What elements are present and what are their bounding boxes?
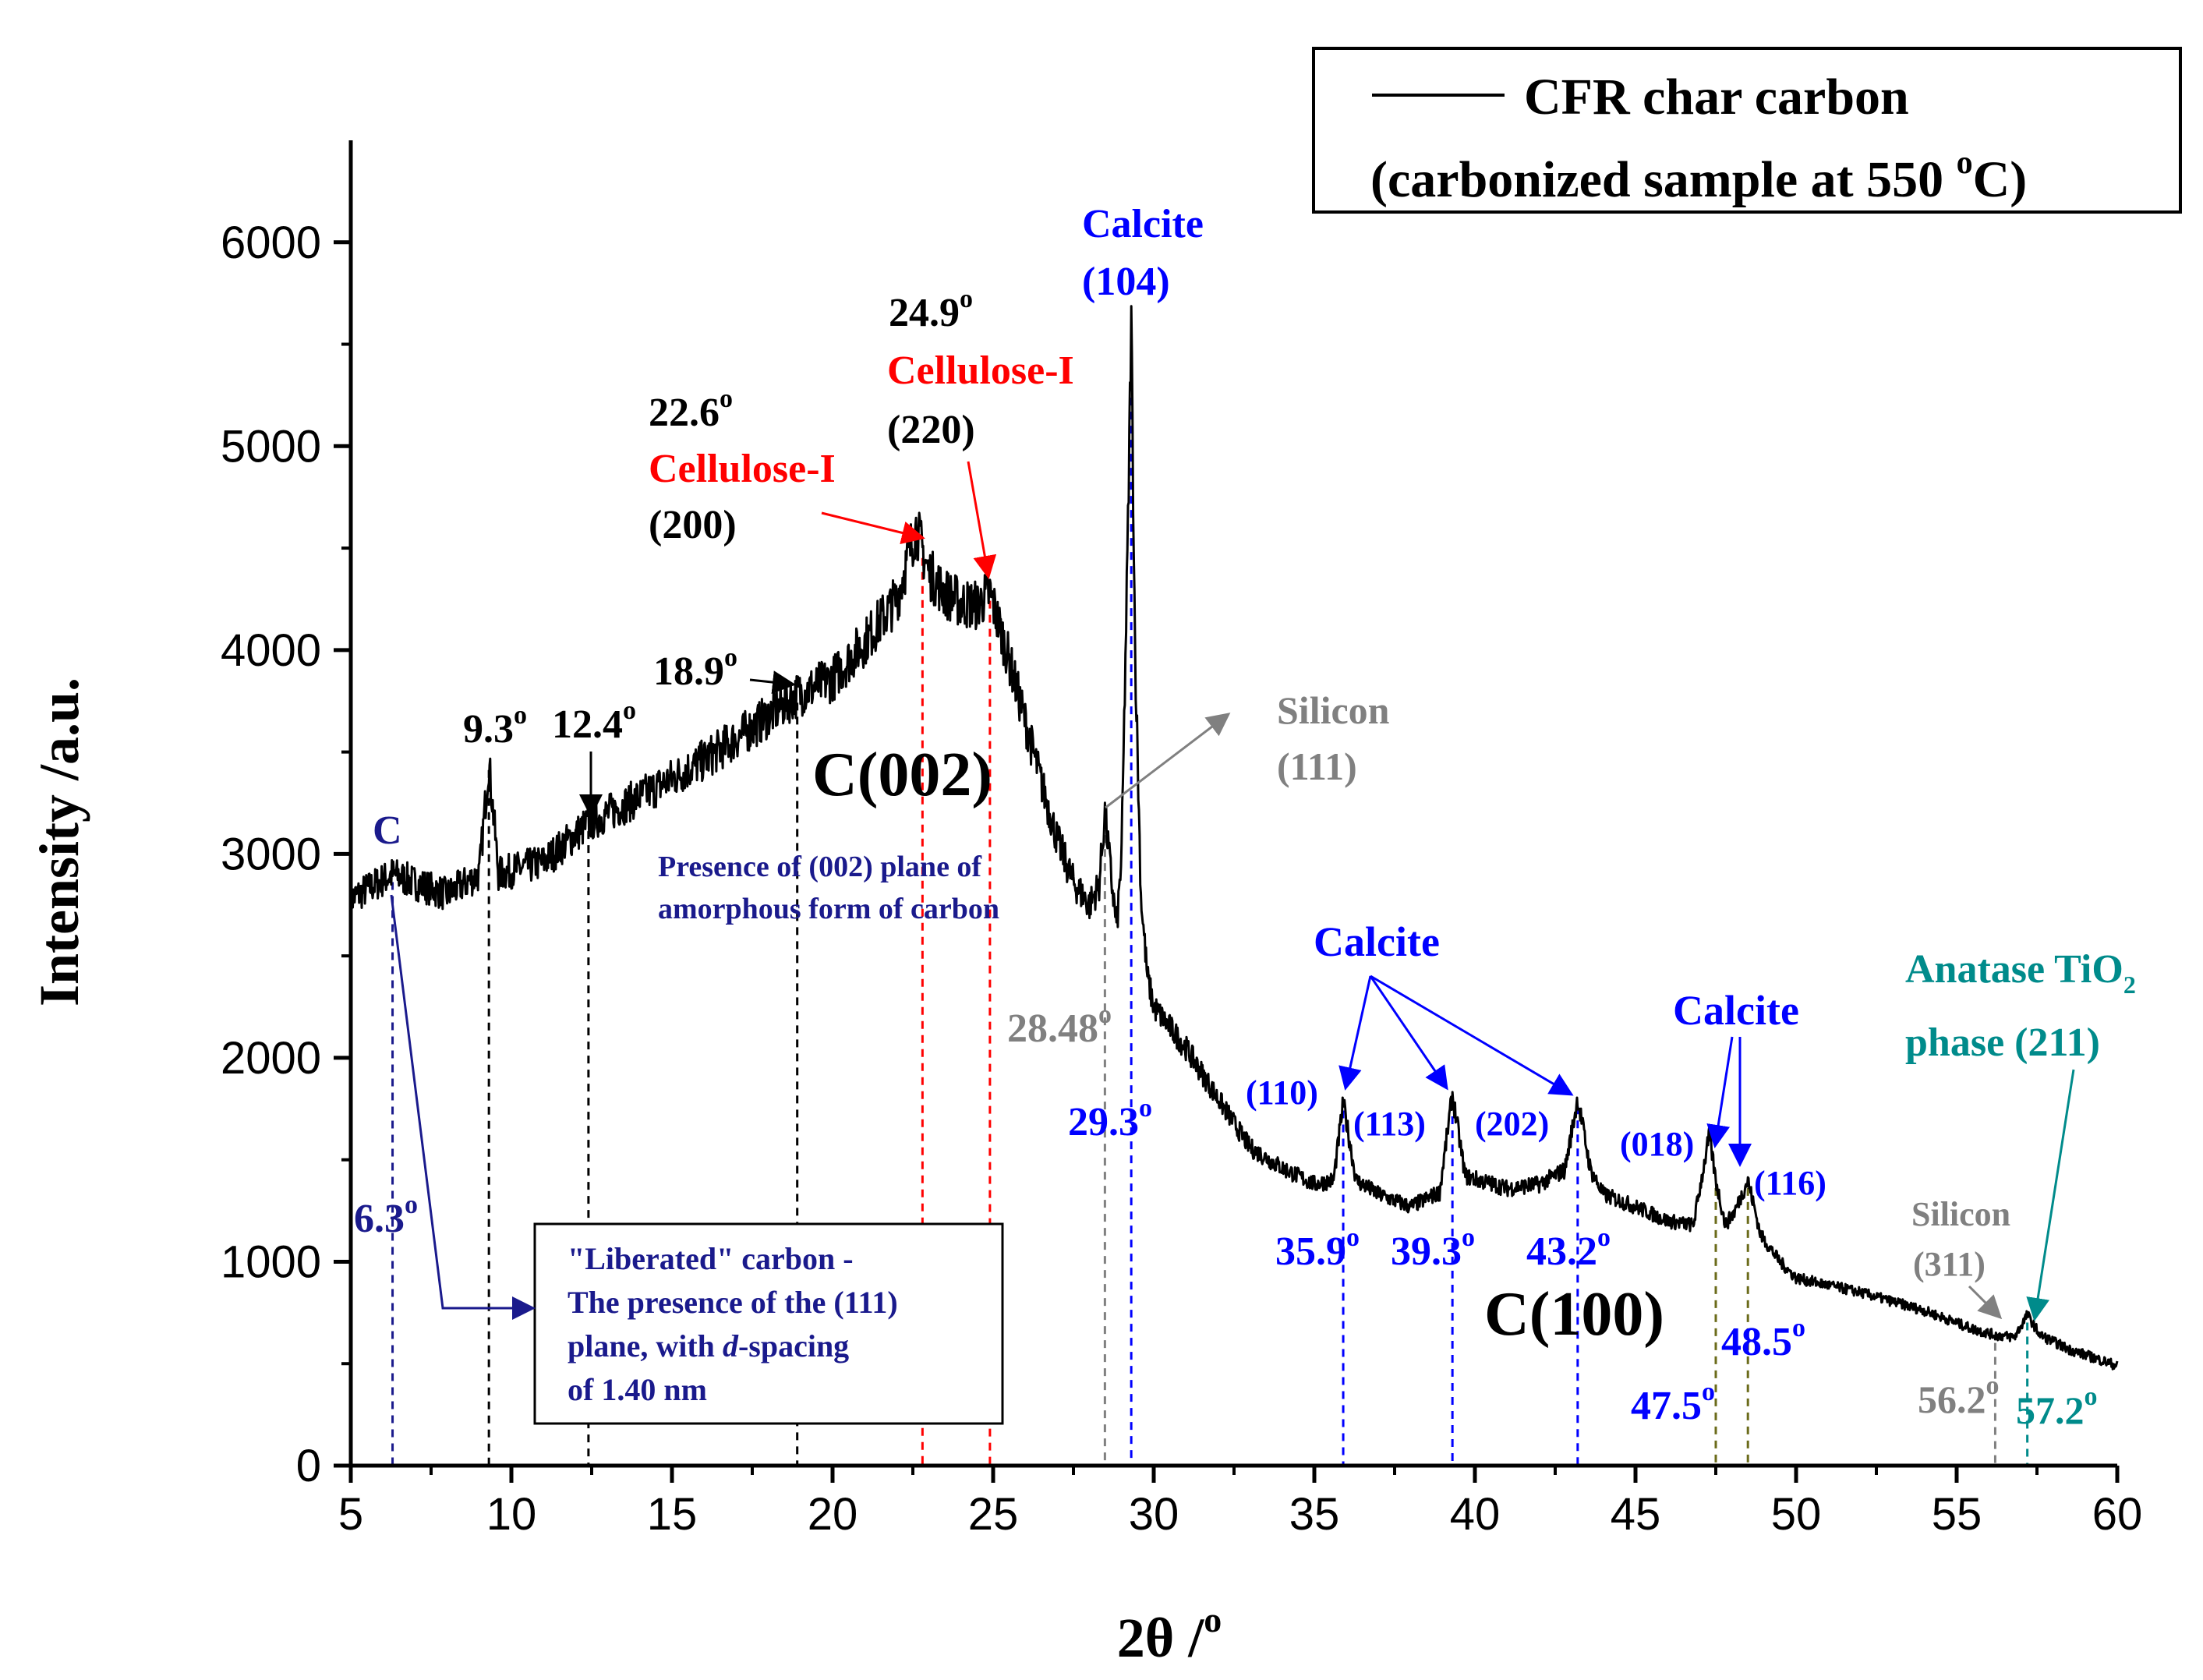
liberated-line-2: The presence of the (111) (568, 1285, 898, 1320)
plane-111-label: (111) (1277, 745, 1357, 788)
x-axis-label: 2θ /o (1117, 1600, 1222, 1669)
arrow-silicon-311 (1968, 1285, 2003, 1320)
peak-label-48-5: 48.5o (1721, 1314, 1805, 1364)
x-tick-label: 55 (1932, 1489, 1982, 1540)
liberated-line-3: plane, with d-spacing (568, 1328, 849, 1363)
peak-marker-lines (391, 327, 2029, 1466)
arrow-cellulose-220 (967, 461, 997, 579)
x-tick-label: 35 (1289, 1489, 1340, 1540)
arrow-calcite-202 (1370, 974, 1574, 1096)
plane-202-label: (202) (1475, 1105, 1549, 1143)
plane-220-label: (220) (887, 408, 975, 452)
y-tick-label: 2000 (221, 1033, 321, 1084)
arrow-anatase (2026, 1069, 2075, 1321)
plane-018-label: (018) (1620, 1125, 1694, 1163)
peak-label-22-6: 22.6o (649, 384, 733, 435)
peak-label-24-9: 24.9o (889, 285, 973, 335)
arrow-calcite-110 (1338, 975, 1372, 1091)
x-tick-label: 25 (968, 1489, 1019, 1540)
annotation-arrows (390, 461, 2075, 1321)
silicon-311-label: Silicon (1911, 1195, 2010, 1233)
peak-label-29-3: 29.3o (1068, 1094, 1152, 1144)
amorphous-note-line-2: amorphous form of carbon (658, 893, 999, 925)
y-axis-ticks: 0 1000 2000 3000 4000 5000 6000 (221, 218, 351, 1491)
y-tick-label: 3000 (221, 829, 321, 879)
x-axis-ticks: 5 10 15 20 25 30 35 40 45 50 55 60 (338, 1466, 2142, 1540)
x-tick-label: 10 (486, 1489, 537, 1540)
peak-label-9-3: 9.3o (463, 701, 527, 752)
y-axis-label: Intensity /a.u. (28, 677, 90, 1006)
legend-series-label: CFR char carbon (1524, 69, 1909, 126)
plane-113-label: (113) (1353, 1105, 1426, 1143)
peak-label-6-3: 6.3o (354, 1190, 418, 1241)
peak-label-18-9: 18.9o (653, 643, 737, 694)
y-tick-label: 4000 (221, 625, 321, 676)
c100-label: C(100) (1484, 1280, 1664, 1349)
liberated-line-1: "Liberated" carbon - (568, 1241, 854, 1276)
y-tick-label: 5000 (221, 421, 321, 472)
x-tick-label: 20 (808, 1489, 858, 1540)
x-tick-label: 45 (1611, 1489, 1661, 1540)
peak-label-35-9: 35.9o (1275, 1223, 1360, 1274)
arrow-calcite-018 (1706, 1036, 1734, 1148)
arrow-silicon-111 (1105, 713, 1231, 809)
x-axis-label-degree: o (1204, 1600, 1222, 1639)
amorphous-note-line-1: Presence of (002) plane of (658, 851, 982, 883)
cellulose-220-label: Cellulose-I (887, 348, 1074, 393)
y-tick-label: 0 (296, 1441, 321, 1491)
c-peak-label: C (373, 808, 402, 853)
x-tick-label: 60 (2092, 1489, 2143, 1540)
y-tick-label: 6000 (221, 218, 321, 268)
liberated-line-4: of 1.40 nm (568, 1372, 707, 1407)
peak-label-47-5: 47.5o (1631, 1378, 1715, 1428)
peak-label-43-2: 43.2o (1526, 1223, 1611, 1274)
calcite-group-label: Calcite (1314, 918, 1440, 965)
y-tick-label: 1000 (221, 1236, 321, 1287)
legend: CFR char carbon (carbonized sample at 55… (1312, 47, 2182, 214)
anatase-label: Anatase TiO2 (1905, 947, 2136, 999)
liberated-arrow (390, 894, 536, 1320)
x-tick-label: 5 (338, 1489, 363, 1540)
plane-200-label: (200) (649, 503, 737, 547)
x-tick-label: 15 (647, 1489, 698, 1540)
x-tick-label: 40 (1450, 1489, 1501, 1540)
peak-label-56-2: 56.2o (1918, 1371, 2000, 1421)
arrow-18-9 (749, 670, 796, 695)
liberated-carbon-box (533, 1222, 1004, 1425)
legend-subtitle: (carbonized sample at 550 oC) (1370, 145, 2027, 208)
x-tick-label: 50 (1771, 1489, 1822, 1540)
silicon-111-label: Silicon (1277, 688, 1390, 732)
x-tick-label: 30 (1129, 1489, 1179, 1540)
calcite-right-label: Calcite (1673, 987, 1799, 1034)
c002-label: C(002) (812, 741, 992, 809)
legend-box (1312, 47, 2182, 214)
series-line-cfr-char-carbon (349, 305, 2119, 1371)
anatase-phase-label: phase (211) (1905, 1020, 2100, 1065)
peak-label-12-4: 12.4o (552, 696, 636, 747)
calcite-104-label: Calcite (1082, 202, 1204, 246)
peak-label-39-3: 39.3o (1391, 1223, 1475, 1274)
cellulose-200-label: Cellulose-I (649, 447, 836, 491)
annotations: C 6.3o 9.3o 12.4o 18.9o 22.6o Cellulose-… (354, 202, 2136, 1432)
arrow-cellulose-200 (821, 511, 925, 545)
plane-311-label: (311) (1913, 1245, 1986, 1283)
series-layer (349, 305, 2119, 1371)
peak-label-28-48: 28.48o (1007, 1000, 1112, 1051)
arrow-calcite-113 (1369, 975, 1448, 1091)
plane-104-label: (104) (1082, 260, 1170, 304)
plane-110-label: (110) (1246, 1073, 1318, 1112)
plane-116-label: (116) (1754, 1164, 1826, 1202)
peak-label-57-2: 57.2o (2016, 1382, 2098, 1432)
